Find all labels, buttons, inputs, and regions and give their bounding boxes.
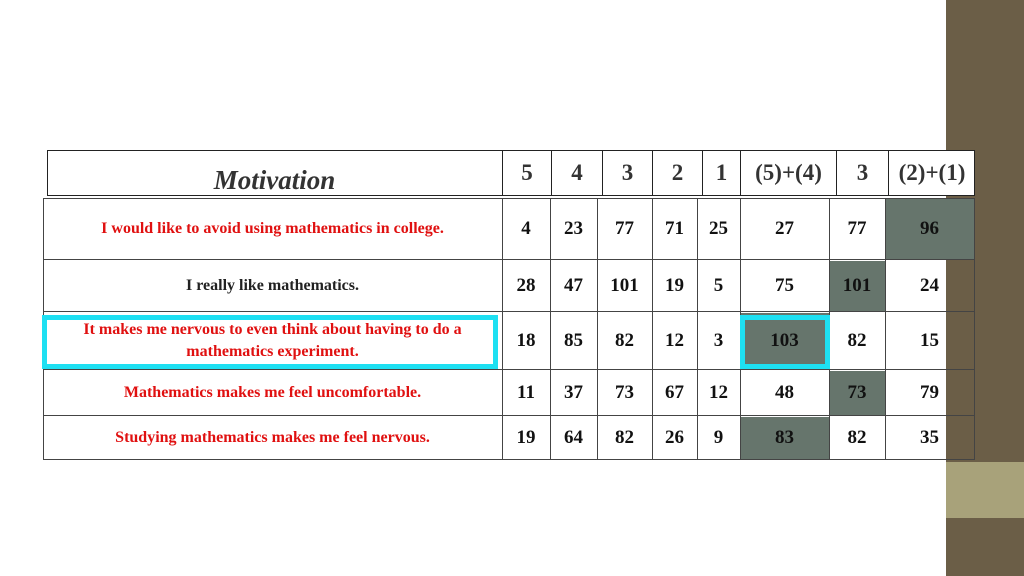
grid-line bbox=[597, 198, 598, 460]
header-col-6: (5)+(4) bbox=[740, 150, 836, 196]
table-cell: 85 bbox=[564, 330, 583, 351]
table-cell: 103 bbox=[740, 313, 829, 369]
header-col-8: (2)+(1) bbox=[888, 150, 975, 196]
emphasis-box-statement bbox=[42, 315, 498, 369]
header-col-1: 5 bbox=[502, 150, 551, 196]
decorative-side-accent bbox=[946, 462, 1024, 518]
table-cell: 75 bbox=[775, 275, 794, 296]
table-cell: 73 bbox=[615, 382, 634, 403]
table-row bbox=[43, 198, 974, 260]
table-cell: 24 bbox=[920, 275, 939, 296]
table-cell: 96 bbox=[885, 199, 974, 259]
table-cell: 26 bbox=[665, 427, 684, 448]
table-cell: 25 bbox=[709, 218, 728, 239]
header-col-7: 3 bbox=[836, 150, 888, 196]
grid-line bbox=[697, 198, 698, 460]
table-cell: 12 bbox=[709, 382, 728, 403]
table-cell: 18 bbox=[516, 330, 536, 351]
table-cell: 4 bbox=[521, 218, 531, 239]
grid-line bbox=[885, 198, 886, 460]
table-cell: 82 bbox=[847, 330, 867, 351]
header-col-2: 4 bbox=[551, 150, 602, 196]
table-cell: 35 bbox=[920, 427, 939, 448]
motivation-heading: Motivation bbox=[213, 164, 336, 195]
header-col-3: 3 bbox=[602, 150, 652, 196]
table-cell: 47 bbox=[564, 275, 583, 296]
table-row bbox=[43, 370, 974, 416]
table-cell: 101 bbox=[829, 261, 885, 311]
table-cell: 64 bbox=[564, 427, 583, 448]
table-cell: 27 bbox=[775, 218, 794, 239]
table-cell: 9 bbox=[713, 427, 724, 448]
table-cell: 37 bbox=[564, 382, 583, 403]
table-cell: 23 bbox=[564, 218, 583, 239]
row-label: I really like mathematics. bbox=[185, 277, 359, 294]
grid-line bbox=[652, 198, 653, 460]
table-cell: 71 bbox=[665, 218, 684, 239]
table-cell: 11 bbox=[517, 382, 535, 403]
table-row bbox=[43, 260, 974, 312]
table-header bbox=[47, 150, 975, 196]
table-cell: 12 bbox=[665, 330, 684, 351]
table-cell: 77 bbox=[615, 218, 634, 239]
table-cell: 82 bbox=[615, 330, 634, 351]
table-cell: 48 bbox=[775, 382, 794, 403]
row-label: I would like to avoid using mathematics … bbox=[101, 220, 444, 237]
grid-line bbox=[974, 198, 975, 460]
header-col-5: 1 bbox=[702, 150, 740, 196]
table-cell: 82 bbox=[615, 427, 634, 448]
header-col-4: 2 bbox=[652, 150, 702, 196]
table-cell: 15 bbox=[920, 330, 939, 351]
row-label: It makes me nervous to even think about … bbox=[83, 321, 462, 360]
row-label: Mathematics makes me feel uncomfortable. bbox=[123, 384, 422, 401]
table-cell: 79 bbox=[920, 382, 939, 403]
table-cell: 19 bbox=[665, 275, 684, 296]
row-label: Studying mathematics makes me feel nervo… bbox=[115, 429, 430, 446]
table-cell: 67 bbox=[665, 382, 684, 403]
table-cell: 5 bbox=[713, 275, 724, 296]
table-cell: 77 bbox=[847, 218, 867, 239]
table-cell: 73 bbox=[829, 371, 885, 415]
grid-line bbox=[502, 198, 503, 460]
table-row bbox=[43, 416, 974, 460]
grid-line bbox=[550, 198, 551, 460]
table-cell: 28 bbox=[516, 275, 536, 296]
table-cell: 3 bbox=[713, 330, 724, 351]
table-cell: 82 bbox=[847, 427, 867, 448]
table-cell: 19 bbox=[516, 427, 536, 448]
emphasis-box-value bbox=[740, 315, 830, 369]
table-cell: 83 bbox=[740, 417, 829, 459]
table-cell: 101 bbox=[610, 275, 639, 296]
